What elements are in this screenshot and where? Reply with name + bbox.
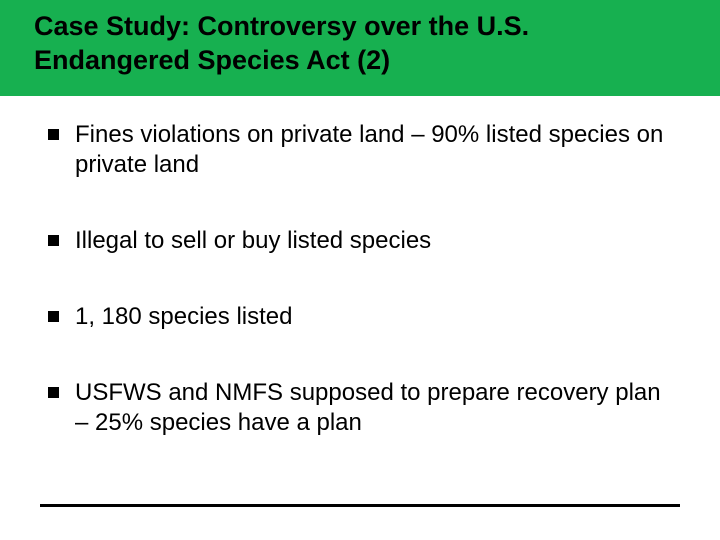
title-line-1: Case Study: Controversy over the U.S.: [34, 11, 529, 41]
horizontal-rule: [40, 504, 680, 507]
list-item: USFWS and NMFS supposed to prepare recov…: [48, 378, 668, 438]
bullet-text: USFWS and NMFS supposed to prepare recov…: [75, 378, 668, 438]
square-bullet-icon: [48, 129, 59, 140]
square-bullet-icon: [48, 311, 59, 322]
square-bullet-icon: [48, 235, 59, 246]
slide: Case Study: Controversy over the U.S. En…: [0, 0, 720, 540]
title-band: Case Study: Controversy over the U.S. En…: [0, 0, 720, 96]
title-line-2: Endangered Species Act (2): [34, 45, 390, 75]
bullet-text: Illegal to sell or buy listed species: [75, 226, 431, 256]
slide-body: Fines violations on private land – 90% l…: [48, 120, 668, 484]
square-bullet-icon: [48, 387, 59, 398]
list-item: 1, 180 species listed: [48, 302, 668, 332]
list-item: Fines violations on private land – 90% l…: [48, 120, 668, 180]
list-item: Illegal to sell or buy listed species: [48, 226, 668, 256]
bullet-text: Fines violations on private land – 90% l…: [75, 120, 668, 180]
slide-title: Case Study: Controversy over the U.S. En…: [34, 10, 720, 78]
bullet-text: 1, 180 species listed: [75, 302, 292, 332]
